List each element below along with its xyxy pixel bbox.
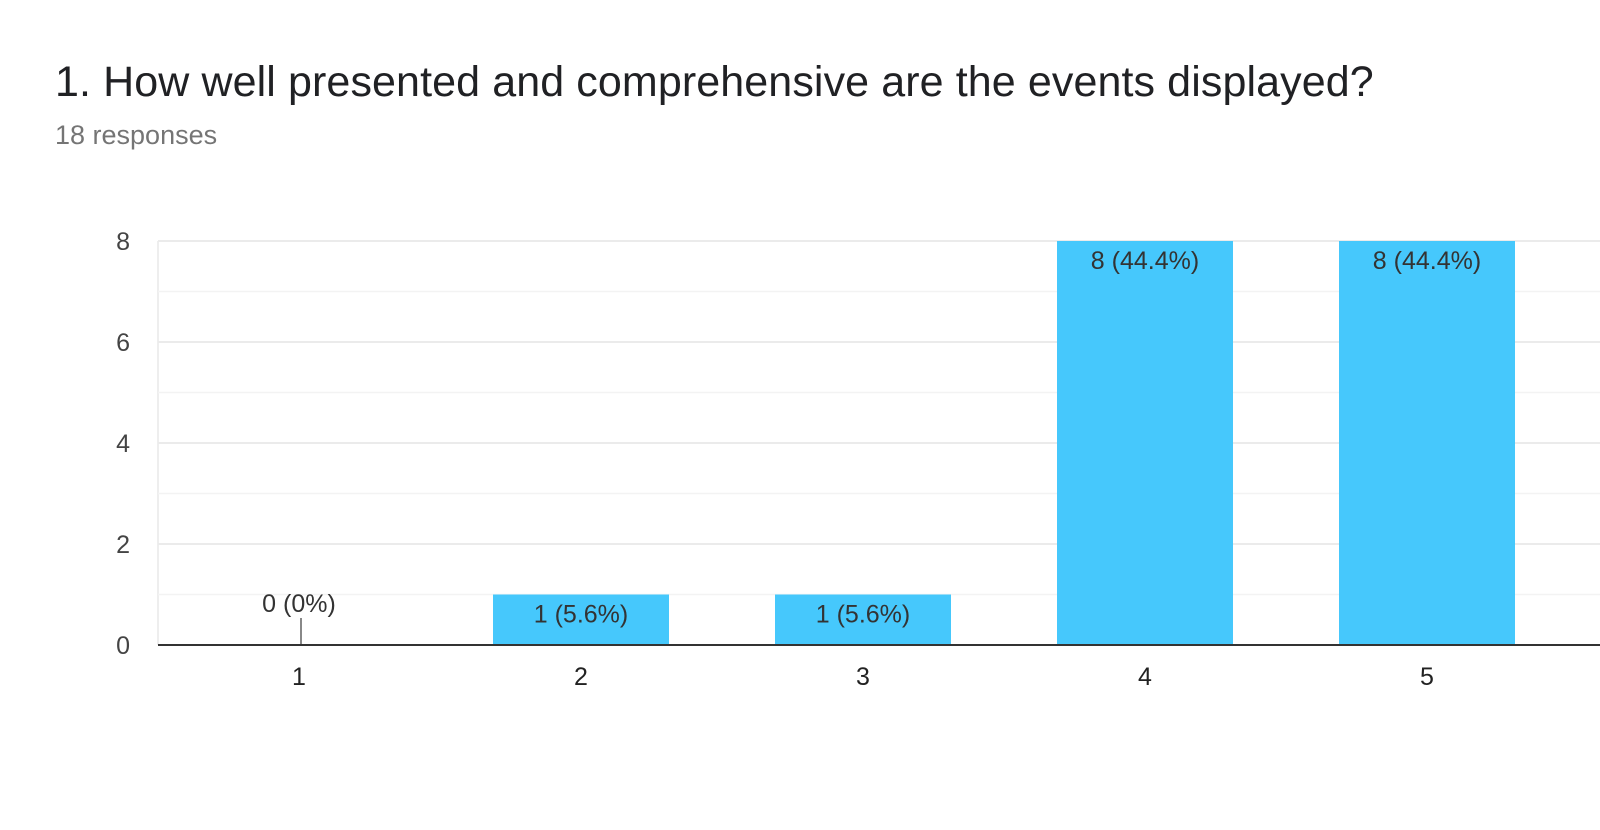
data-label-1: 0 (0%) [262, 590, 336, 618]
bar-4 [1057, 241, 1233, 645]
data-label-3: 1 (5.6%) [816, 601, 910, 629]
x-tick-label: 2 [574, 663, 588, 691]
data-label-4: 8 (44.4%) [1091, 247, 1199, 275]
data-label-2: 1 (5.6%) [534, 601, 628, 629]
data-label-5: 8 (44.4%) [1373, 247, 1481, 275]
y-tick-label: 8 [116, 228, 130, 256]
bars [300, 241, 1515, 645]
bar-2 [493, 594, 669, 645]
response-count: 18 responses [55, 120, 218, 150]
bar-3 [775, 594, 951, 645]
x-tick-label: 4 [1138, 663, 1152, 691]
question-title: 1. How well presented and comprehensive … [55, 58, 1374, 106]
labels: 0 2 4 6 8 0 (0%) 1 1 (5.6%) 2 1 (5.6%) 3 8 (44.4%) 4… [116, 228, 1481, 691]
x-tick-label: 5 [1420, 663, 1434, 691]
bar-5 [1339, 241, 1515, 645]
x-tick-label: 3 [856, 663, 870, 691]
y-tick-label: 6 [116, 329, 130, 357]
y-tick-label: 4 [116, 430, 130, 458]
y-tick-label: 2 [116, 531, 130, 559]
x-tick-label: 1 [292, 663, 306, 691]
y-tick-label: 0 [116, 632, 130, 660]
